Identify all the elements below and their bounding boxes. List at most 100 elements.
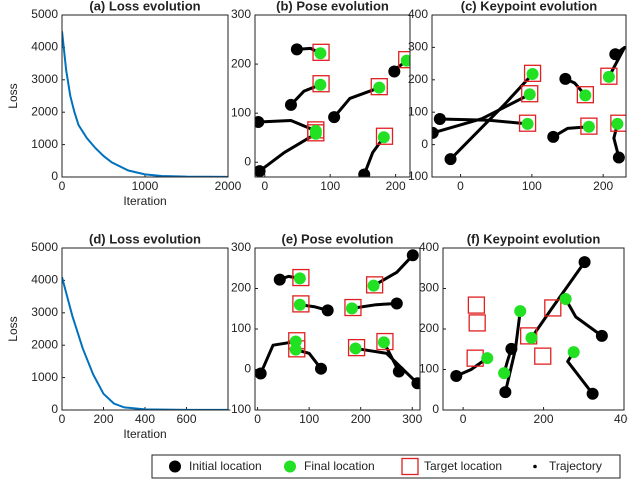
y-tick-label: 100 <box>419 362 439 376</box>
x-tick-label: 100 <box>299 412 319 426</box>
trajectory <box>355 346 419 385</box>
point-marker <box>367 279 380 292</box>
plot-content <box>255 43 410 177</box>
y-tick-label: 0 <box>51 169 58 183</box>
dot-marker <box>533 464 537 469</box>
point-marker <box>358 168 371 177</box>
point-marker <box>345 302 358 315</box>
point-marker <box>433 113 446 126</box>
y-tick-label: 400 <box>419 240 439 254</box>
target-marker <box>312 75 330 93</box>
y-tick-label: 100 <box>231 105 251 119</box>
y-tick-label: 300 <box>231 240 251 254</box>
x-tick-label: 2000 <box>215 179 242 193</box>
target-marker <box>365 276 384 294</box>
point-marker <box>609 48 622 61</box>
trajectory <box>332 86 380 119</box>
point-marker <box>505 342 518 355</box>
target-marker <box>467 296 486 314</box>
y-tick-label: 0 <box>244 362 251 376</box>
x-tick-label: 200 <box>593 179 613 193</box>
point-marker <box>293 298 306 311</box>
y-tick-label: 200 <box>231 56 251 70</box>
point-marker <box>314 78 327 91</box>
trajectory <box>372 254 414 287</box>
x-tick-label: 1000 <box>132 179 159 193</box>
point-marker <box>255 165 266 177</box>
y-tick-label: 1000 <box>31 137 58 151</box>
x-axis-label: Iteration <box>123 427 166 441</box>
legend: Initial location Final location Target loc… <box>151 454 621 479</box>
target-marker <box>375 127 394 145</box>
point-marker <box>400 54 410 67</box>
point-marker <box>586 387 599 400</box>
panel-title: (f) Keypoint evolution <box>467 231 601 246</box>
point-marker <box>579 89 592 102</box>
legend-label: Final location <box>304 459 375 473</box>
point-marker <box>349 342 362 355</box>
x-tick-label: 600 <box>176 412 196 426</box>
target-marker <box>610 114 626 132</box>
x-tick-label: 200 <box>534 412 554 426</box>
target-marker <box>521 85 539 103</box>
y-tick-label: 0 <box>244 154 251 168</box>
point-marker <box>602 70 615 83</box>
target-marker <box>370 78 388 96</box>
point-marker <box>388 65 401 78</box>
point-marker <box>273 273 286 286</box>
plot-area <box>443 248 624 410</box>
point-marker <box>377 131 390 144</box>
y-tick-label: 0 <box>421 137 428 151</box>
point-marker <box>284 460 296 473</box>
y-tick-label: 1000 <box>31 370 58 384</box>
y-tick-label: 300 <box>419 281 439 295</box>
y-axis-label: Loss <box>6 316 20 341</box>
target-marker <box>292 295 310 313</box>
x-tick-label: 0 <box>59 412 66 426</box>
panel-title: (e) Pose evolution <box>282 231 394 246</box>
panel: (a) Loss evolution 0 1000 2000 0 1000 2000 3000… <box>6 0 241 208</box>
point-marker <box>309 127 322 140</box>
point-marker <box>521 117 534 130</box>
y-tick-label: 0 <box>51 402 58 416</box>
target-marker <box>544 299 562 317</box>
y-tick-label: 3000 <box>31 72 58 86</box>
point-marker <box>290 43 303 56</box>
x-tick-label: 300 <box>402 412 422 426</box>
trajectory <box>351 301 397 310</box>
target-marker <box>376 332 394 351</box>
axes-frame <box>431 14 627 178</box>
point-marker <box>559 72 572 85</box>
axes-frame <box>61 14 229 178</box>
target-marker <box>576 86 594 104</box>
panel: (b) Pose evolution 0 100 200 0 100 200 300 <box>231 0 411 193</box>
y-tick-label: 200 <box>231 281 251 295</box>
trajectory <box>449 72 534 161</box>
y-tick-label: 4000 <box>31 40 58 54</box>
point-marker <box>255 116 265 129</box>
plot-area <box>255 15 410 177</box>
y-tick-label: 100 <box>408 104 428 118</box>
axes-frame <box>254 14 411 178</box>
legend-label: Trajectory <box>549 459 602 473</box>
y-tick-label: 3000 <box>31 305 58 319</box>
panel: (c) Keypoint evolution 0 100 200 -100 0 100 200… <box>404 0 627 193</box>
y-axis-label: Loss <box>6 83 20 108</box>
point-marker <box>514 305 527 318</box>
point-marker <box>411 377 420 390</box>
point-marker <box>559 293 572 306</box>
panel: (d) Loss evolution 0 200 400 600 0 1000 2000 300… <box>6 231 229 441</box>
trajectory <box>530 261 586 339</box>
axes-frame <box>254 247 421 411</box>
y-tick-label: 300 <box>408 40 428 54</box>
x-tick-label: 0 <box>460 412 467 426</box>
x-tick-label: 400 <box>135 412 155 426</box>
x-tick-label: 200 <box>351 412 371 426</box>
point-marker <box>450 369 463 382</box>
axes-frame <box>61 247 229 411</box>
point-marker <box>289 343 302 356</box>
y-tick-label: 300 <box>231 7 251 21</box>
target-marker <box>312 43 330 61</box>
